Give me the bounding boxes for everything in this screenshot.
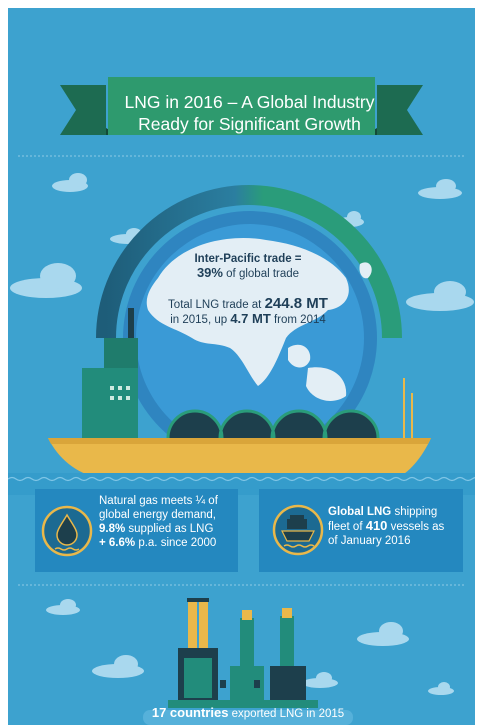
gas-line-3-suffix: supplied as LNG	[125, 523, 214, 535]
ship-bold-1: Global LNG	[328, 506, 392, 518]
continents-shape	[146, 237, 372, 401]
lng-trade-stat: Total LNG trade at 244.8 MT in 2015, up …	[158, 295, 338, 327]
footer-bold: 17 countries	[151, 705, 229, 720]
clouds	[10, 173, 474, 695]
shipping-fleet-text: Global LNG shipping fleet of 410 vessels…	[328, 505, 463, 548]
lng-tanks	[166, 409, 380, 439]
trade-line2-prefix: in 2015, up	[170, 314, 231, 326]
gas-pct-1: 9.8%	[99, 523, 126, 535]
inter-pacific-suffix: of global trade	[222, 268, 300, 280]
cloud-icon	[10, 173, 474, 695]
ship-vessels: 410	[365, 518, 388, 533]
cargo-ship-icon	[272, 504, 324, 556]
ship-line-2-suffix: vessels as	[387, 521, 445, 533]
trade-value: 244.8 MT	[264, 295, 328, 312]
page-title: LNG in 2016 – A Global Industry Ready fo…	[118, 88, 381, 138]
gas-line-1: Natural gas meets ¼ of	[99, 495, 218, 507]
title-line-1: LNG in 2016 – A Global Industry	[124, 92, 375, 112]
lng-plant-illustration	[8, 598, 475, 725]
gas-line-2: global energy demand,	[99, 509, 216, 521]
trade-line2-suffix: from 2014	[270, 314, 326, 326]
sky-background: LNG in 2016 – A Global Industry Ready fo…	[8, 8, 475, 725]
ship-line-3: of January 2016	[328, 535, 411, 547]
section-divider	[18, 584, 465, 586]
inter-pacific-pct: 39%	[196, 265, 223, 280]
footer-rest: exported LNG in 2015	[228, 708, 345, 720]
title-banner	[18, 77, 465, 157]
ship-line-2-prefix: fleet of	[328, 521, 366, 533]
ship-line-1-suffix: shipping	[391, 506, 438, 518]
gas-line-4-suffix: p.a. since 2000	[135, 537, 217, 549]
globe-illustration	[48, 185, 431, 478]
trade-line1-prefix: Total LNG trade at	[168, 299, 265, 311]
countries-exported-stat: 17 countries exported LNG in 2015	[118, 706, 378, 721]
title-line-2: Ready for Significant Growth	[138, 114, 361, 134]
natural-gas-text: Natural gas meets ¼ of global energy dem…	[99, 494, 235, 550]
water-drop-icon	[41, 505, 93, 557]
gas-pct-2: + 6.6%	[99, 537, 136, 549]
inter-pacific-heading: Inter-Pacific trade =	[194, 253, 302, 265]
trade-increase: 4.7 MT	[230, 311, 271, 326]
inter-pacific-stat: Inter-Pacific trade = 39% of global trad…	[168, 252, 328, 281]
